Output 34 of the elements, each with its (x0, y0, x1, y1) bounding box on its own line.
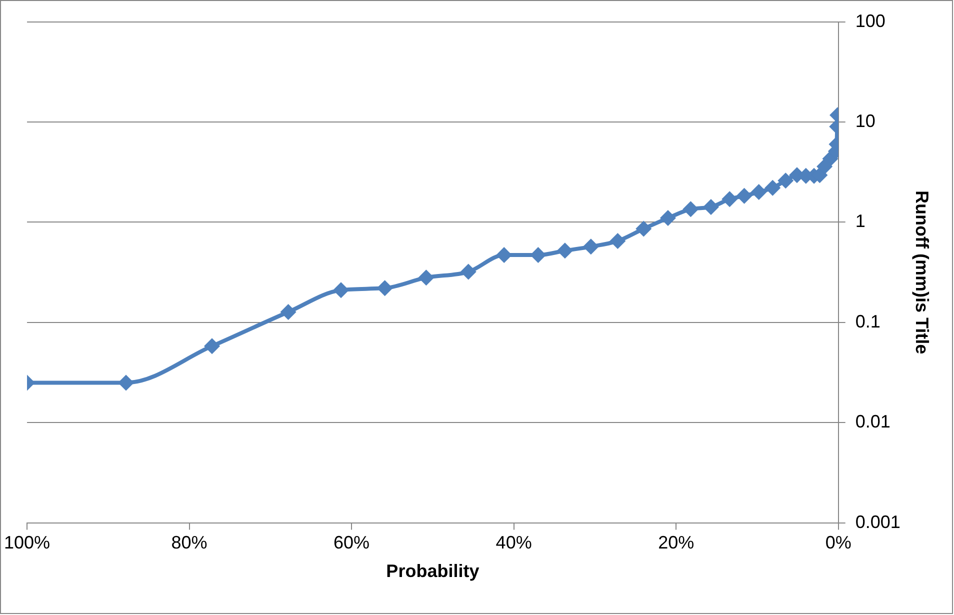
point (660, 210, 676, 226)
y-tick-label: 0.1 (855, 311, 880, 332)
x-tick-label: 20% (658, 532, 694, 553)
y-tick-label: 1 (855, 211, 866, 232)
point (736, 188, 752, 204)
x-tick-label: 0% (825, 532, 852, 553)
y-tick-label: 10 (855, 110, 876, 131)
point (333, 282, 350, 298)
point (764, 180, 781, 196)
point (118, 374, 134, 391)
point (418, 270, 434, 286)
point (722, 191, 738, 208)
point (636, 220, 652, 237)
point (778, 172, 794, 189)
x-axis-title: Probability (386, 561, 480, 582)
point (702, 198, 719, 215)
point (204, 338, 220, 354)
y-tick-label: 0.001 (855, 512, 900, 532)
point (582, 238, 599, 255)
y-tick-label: 0.01 (855, 412, 890, 432)
point (556, 242, 573, 259)
point (530, 247, 546, 264)
y-axis-title: Runoff (mm)is Title (912, 190, 932, 354)
x-tick-label: 100% (4, 532, 50, 553)
point (750, 184, 767, 200)
point (460, 264, 476, 280)
point (280, 304, 296, 320)
point (682, 201, 699, 218)
y-tick-label: 100 (855, 10, 886, 31)
point (610, 232, 626, 249)
x-tick-label: 80% (171, 532, 208, 553)
x-tick-label: 40% (496, 532, 532, 553)
point (376, 280, 393, 296)
x-tick-label: 60% (334, 532, 370, 553)
